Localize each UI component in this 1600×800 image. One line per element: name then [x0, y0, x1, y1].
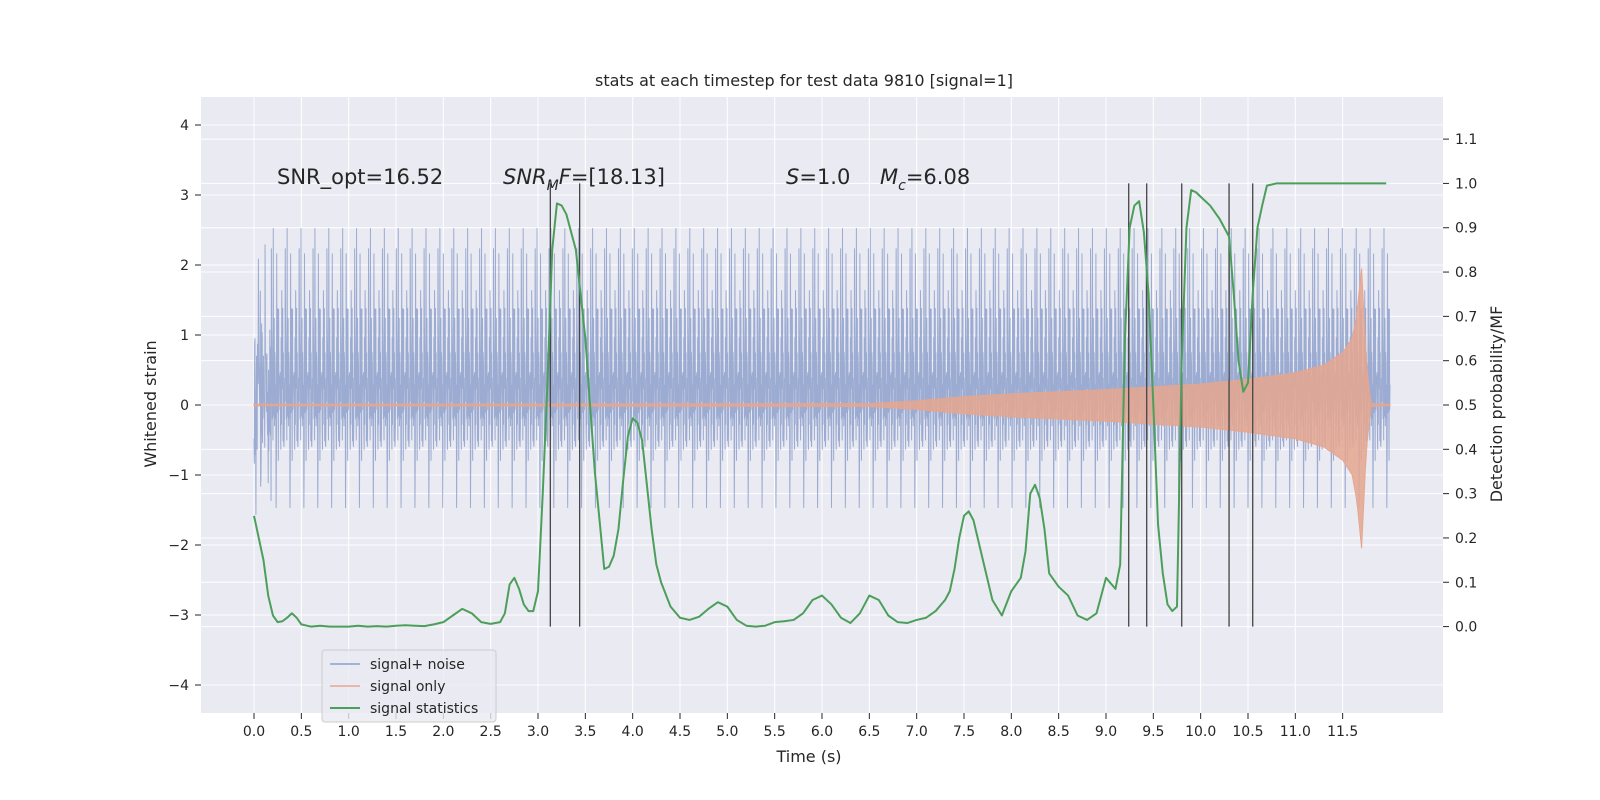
y-tick-label: −4: [168, 678, 189, 694]
x-tick-label: 5.5: [764, 724, 786, 740]
x-tick-label: 3.5: [574, 724, 596, 740]
x-tick-label: 6.0: [811, 724, 833, 740]
legend-label-signal-statistics: signal statistics: [370, 701, 478, 717]
y-right-tick-label: 0.4: [1455, 442, 1477, 458]
legend-label-signal-only: signal only: [370, 679, 445, 695]
annotation-snr-mf-value: =[18.13]: [571, 165, 665, 189]
annotation-mc-tail: =6.08: [906, 165, 970, 189]
y-right-tick-label: 0.0: [1455, 620, 1477, 636]
x-tick-label: 4.0: [622, 724, 644, 740]
legend-label-signal-noise: signal+ noise: [370, 657, 465, 673]
x-tick-label: 7.5: [953, 724, 975, 740]
annotation-s: S=1.0: [786, 165, 850, 189]
x-tick-label: 1.0: [338, 724, 360, 740]
x-tick-label: 9.0: [1095, 724, 1117, 740]
y-right-tick-label: 0.6: [1455, 354, 1477, 370]
statistics-series: [253, 182, 1387, 628]
annotation-snr-mf-sub: M: [547, 178, 559, 194]
y-tick-label: 1: [180, 328, 189, 344]
x-tick-label: 11.0: [1280, 724, 1311, 740]
chart-title: stats at each timestep for test data 981…: [595, 71, 1013, 90]
x-tick-label: 7.0: [906, 724, 928, 740]
y-right-tick-label: 0.8: [1455, 265, 1477, 281]
x-tick-label: 0.5: [290, 724, 312, 740]
legend: signal+ noise signal only signal statist…: [321, 649, 497, 723]
annotation-mc-sub: c: [898, 178, 906, 194]
x-tick-label: 3.0: [527, 724, 549, 740]
x-axis-label: Time (s): [775, 747, 841, 766]
x-tick-label: 10.0: [1185, 724, 1216, 740]
x-tick-label: 9.5: [1142, 724, 1164, 740]
x-tick-label: 10.5: [1232, 724, 1263, 740]
y-tick-label: −1: [168, 468, 189, 484]
y-right-tick-label: 0.7: [1455, 309, 1477, 325]
x-tick-label: 4.5: [669, 724, 691, 740]
x-tick-label: 5.0: [716, 724, 738, 740]
x-tick-label: 8.5: [1048, 724, 1070, 740]
signal-only-series: [253, 268, 1391, 549]
y-right-tick-label: 0.2: [1455, 531, 1477, 547]
annotation-mc-main: M: [880, 165, 898, 189]
x-tick-label: 2.0: [432, 724, 454, 740]
annotation-s-tail: =1.0: [799, 165, 850, 189]
x-tick-label: 11.5: [1327, 724, 1358, 740]
y-tick-label: 3: [180, 188, 189, 204]
y-right-tick-label: 1.1: [1455, 132, 1477, 148]
annotation-snr-mf-f: F: [559, 165, 572, 189]
axes: 0.0 0.5 1.0 1.5 2.0 2.5 3.0 3.5 4.0 4.5 5.0 5.5 6.0 6…: [168, 118, 1477, 740]
legend-box: [321, 649, 497, 723]
x-tick-label: 6.5: [858, 724, 880, 740]
y-right-tick-label: 1.0: [1455, 176, 1477, 192]
annotation-s-main: S: [786, 165, 799, 189]
x-tick-label: 0.0: [243, 724, 265, 740]
y-right-tick-label: 0.1: [1455, 575, 1477, 591]
annotation-snr-opt: SNR_opt=16.52: [277, 165, 443, 190]
y-tick-label: −2: [168, 538, 189, 554]
y-right-tick-label: 0.9: [1455, 221, 1477, 237]
y-axis-right-label: Detection probability/MF: [1487, 306, 1506, 503]
annotation-snr-mf-main: SNR: [503, 165, 547, 189]
y-tick-label: −3: [168, 608, 189, 624]
y-tick-label: 2: [180, 258, 189, 274]
annotation-snr-mf: SNRMF=[18.13]: [503, 165, 665, 194]
y-right-tick-label: 0.5: [1455, 398, 1477, 414]
y-tick-label: 0: [180, 398, 189, 414]
x-tick-label: 8.0: [1000, 724, 1022, 740]
statistics-line: [253, 182, 1387, 628]
x-tick-label: 1.5: [385, 724, 407, 740]
y-right-tick-label: 0.3: [1455, 487, 1477, 503]
signal-only-envelope: [253, 268, 1391, 549]
x-tick-label: 2.5: [480, 724, 502, 740]
y-axis-label: Whitened strain: [141, 340, 160, 467]
y-tick-label: 4: [180, 118, 189, 134]
annotation-mc: Mc=6.08: [880, 165, 970, 194]
